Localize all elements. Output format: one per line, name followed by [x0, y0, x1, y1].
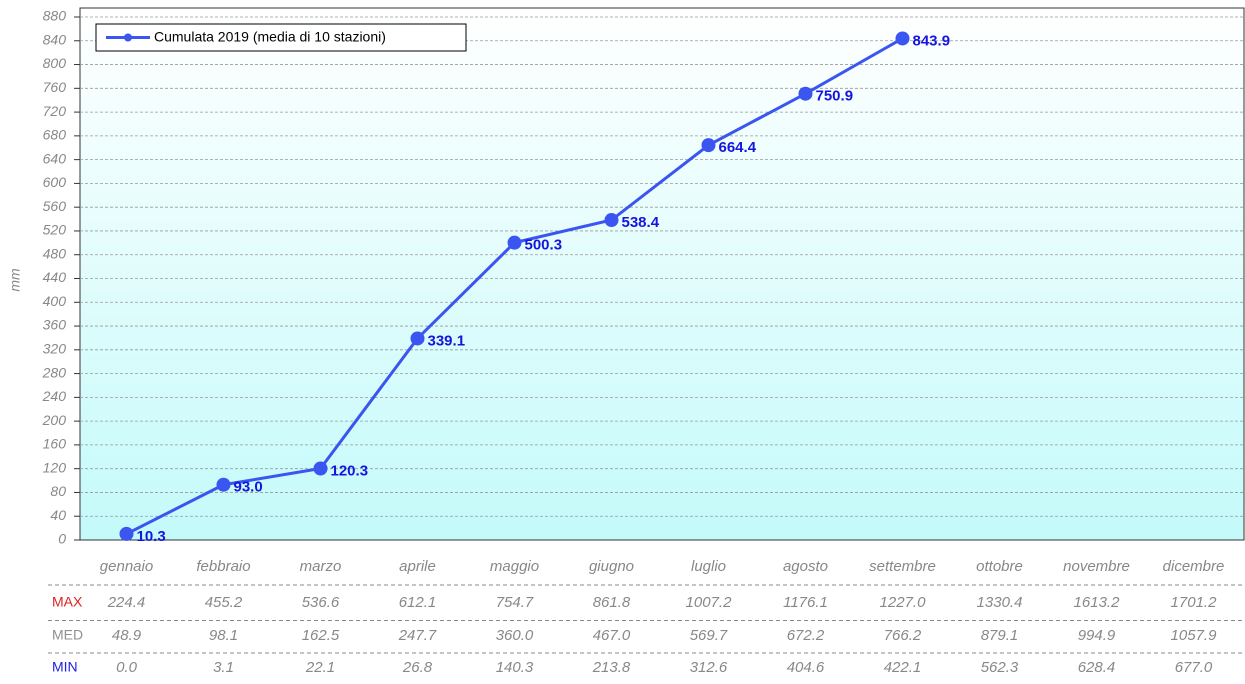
- table-cell: 22.1: [305, 659, 335, 676]
- table-cell: 1330.4: [977, 594, 1023, 611]
- y-tick-label: 40: [50, 507, 66, 523]
- row-label: MAX: [52, 594, 83, 610]
- table-cell: 562.3: [981, 659, 1019, 676]
- x-tick-label: dicembre: [1163, 558, 1225, 575]
- row-label: MED: [52, 627, 83, 643]
- table-cell: 1176.1: [783, 594, 828, 611]
- table-cell: 213.8: [592, 659, 631, 676]
- table-cell: 1007.2: [686, 594, 733, 611]
- legend-box: [95, 23, 467, 52]
- table-cell: 754.7: [496, 594, 534, 611]
- value-label: 500.3: [525, 237, 563, 254]
- value-label: 10.3: [137, 528, 166, 545]
- table-cell: 455.2: [205, 594, 243, 611]
- point: [119, 526, 134, 541]
- x-tick-label: luglio: [691, 558, 726, 575]
- table-cell: 422.1: [884, 659, 922, 676]
- y-tick-label: 160: [43, 436, 67, 452]
- plot-area: [79, 7, 1245, 541]
- table-cell: 224.4: [107, 594, 146, 611]
- table-cell: 3.1: [213, 659, 234, 676]
- table-cell: 879.1: [981, 627, 1019, 644]
- y-tick-label: 560: [43, 198, 67, 214]
- y-axis-label: mm: [7, 268, 23, 292]
- y-tick-label: 200: [42, 412, 67, 428]
- table-cell: 569.7: [690, 627, 728, 644]
- table-cell: 26.8: [402, 659, 433, 676]
- value-label: 93.0: [234, 479, 263, 496]
- value-label: 843.9: [913, 32, 951, 49]
- table-cell: 360.0: [496, 627, 534, 644]
- table-cell: 994.9: [1078, 627, 1116, 644]
- x-tick-label: aprile: [399, 558, 436, 575]
- x-tick-label: giugno: [589, 558, 634, 575]
- y-tick-label: 320: [43, 341, 67, 357]
- point: [701, 138, 716, 153]
- table-cell: 467.0: [593, 627, 631, 644]
- y-tick-label: 0: [58, 531, 66, 547]
- table-cell: 766.2: [884, 627, 922, 644]
- point: [507, 235, 522, 250]
- value-label: 339.1: [428, 332, 466, 349]
- table-cell: 1057.9: [1171, 627, 1218, 644]
- table-cell: 861.8: [593, 594, 631, 611]
- value-label: 750.9: [816, 88, 854, 105]
- x-tick-label: ottobre: [976, 558, 1023, 575]
- y-tick-label: 80: [50, 483, 66, 499]
- y-tick-label: 720: [43, 103, 67, 119]
- table-cell: 677.0: [1175, 659, 1213, 676]
- point: [604, 213, 619, 228]
- table-cell: 612.1: [399, 594, 437, 611]
- table-cell: 1613.2: [1074, 594, 1121, 611]
- y-tick-label: 120: [43, 459, 67, 475]
- point: [798, 86, 813, 101]
- value-label: 664.4: [719, 139, 757, 156]
- x-tick-label: agosto: [783, 558, 828, 575]
- table-cell: 312.6: [690, 659, 728, 676]
- table-cell: 247.7: [398, 627, 437, 644]
- table-cell: 404.6: [787, 659, 825, 676]
- table-cell: 162.5: [302, 627, 340, 644]
- table-cell: 628.4: [1078, 659, 1116, 676]
- y-tick-label: 800: [43, 55, 67, 71]
- value-label: 120.3: [331, 462, 369, 479]
- x-tick-label: maggio: [490, 558, 539, 575]
- table-cell: 98.1: [209, 627, 238, 644]
- row-label: MIN: [52, 659, 78, 675]
- table-cell: 1701.2: [1171, 594, 1218, 611]
- y-tick-label: 600: [43, 174, 67, 190]
- y-tick-label: 680: [43, 127, 67, 143]
- table-cell: 140.3: [496, 659, 534, 676]
- x-tick-label: febbraio: [196, 558, 250, 575]
- table-cell: 48.9: [112, 627, 142, 644]
- y-tick-label: 760: [43, 79, 67, 95]
- y-tick-label: 280: [42, 364, 67, 380]
- x-tick-label: marzo: [300, 558, 342, 575]
- y-tick-label: 400: [43, 293, 67, 309]
- y-tick-label: 520: [43, 222, 67, 238]
- y-tick-label: 840: [43, 31, 67, 47]
- legend-marker: [124, 33, 132, 42]
- y-tick-label: 480: [43, 245, 67, 261]
- legend-label: Cumulata 2019 (media di 10 stazioni): [154, 29, 386, 45]
- table-cell: 672.2: [787, 627, 825, 644]
- point: [216, 477, 231, 492]
- point: [410, 331, 425, 346]
- table-cell: 536.6: [302, 594, 340, 611]
- x-tick-label: gennaio: [100, 558, 153, 575]
- y-tick-label: 440: [43, 269, 67, 285]
- x-tick-label: novembre: [1063, 558, 1130, 575]
- x-tick-label: settembre: [869, 558, 936, 575]
- table-cell: 0.0: [116, 659, 138, 676]
- point: [895, 31, 910, 46]
- value-label: 538.4: [622, 214, 660, 231]
- y-tick-label: 880: [43, 8, 67, 24]
- point: [313, 461, 328, 476]
- table-cell: 1227.0: [880, 594, 927, 611]
- y-tick-label: 640: [43, 150, 67, 166]
- y-tick-label: 360: [43, 317, 67, 333]
- y-tick-label: 240: [42, 388, 67, 404]
